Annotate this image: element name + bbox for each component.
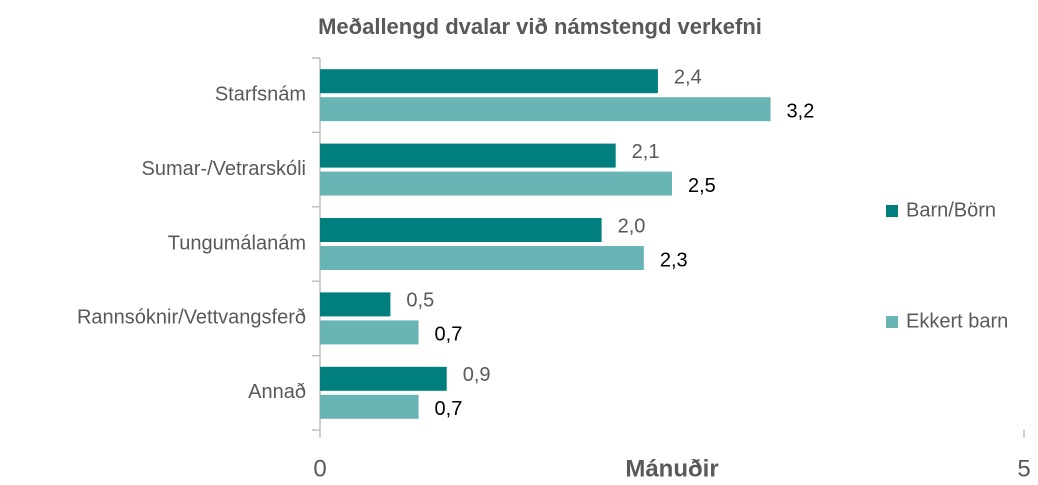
x-tick-label: 0 xyxy=(313,455,326,482)
legend-label: Ekkert barn xyxy=(906,310,1008,332)
value-label: 2,4 xyxy=(674,66,702,88)
bar xyxy=(320,394,419,419)
value-label: 3,2 xyxy=(787,100,815,122)
value-label: 2,5 xyxy=(688,175,716,197)
bar xyxy=(320,218,602,242)
value-label: 0,5 xyxy=(406,290,434,312)
bar xyxy=(320,320,419,345)
value-label: 2,3 xyxy=(660,249,688,271)
value-label: 0,9 xyxy=(463,364,491,386)
bar xyxy=(320,171,672,196)
bar xyxy=(320,143,616,168)
x-axis-label: Mánuðir xyxy=(625,455,718,482)
value-label: 2,0 xyxy=(618,215,646,237)
bar xyxy=(320,246,644,270)
bar xyxy=(320,97,771,122)
value-label: 2,1 xyxy=(632,141,660,163)
x-tick-label: 5 xyxy=(1017,455,1030,482)
bar xyxy=(320,69,658,94)
value-label: 0,7 xyxy=(435,324,463,346)
bar xyxy=(320,366,447,391)
y-tick-label: Rannsóknir/Vettvangsferð xyxy=(77,307,306,329)
y-tick-label: Sumar-/Vetrarskóli xyxy=(142,158,307,180)
chart-title: Meðallengd dvalar við námstengd verkefni xyxy=(318,14,762,39)
legend-swatch xyxy=(886,316,898,328)
y-tick-label: Tungumálanám xyxy=(168,232,306,254)
bar xyxy=(320,292,391,317)
y-tick-label: Annað xyxy=(248,381,306,403)
y-tick-label: Starfsnám xyxy=(215,83,306,105)
legend-label: Barn/Börn xyxy=(906,199,996,221)
value-label: 0,7 xyxy=(435,398,463,420)
legend-swatch xyxy=(886,205,898,217)
